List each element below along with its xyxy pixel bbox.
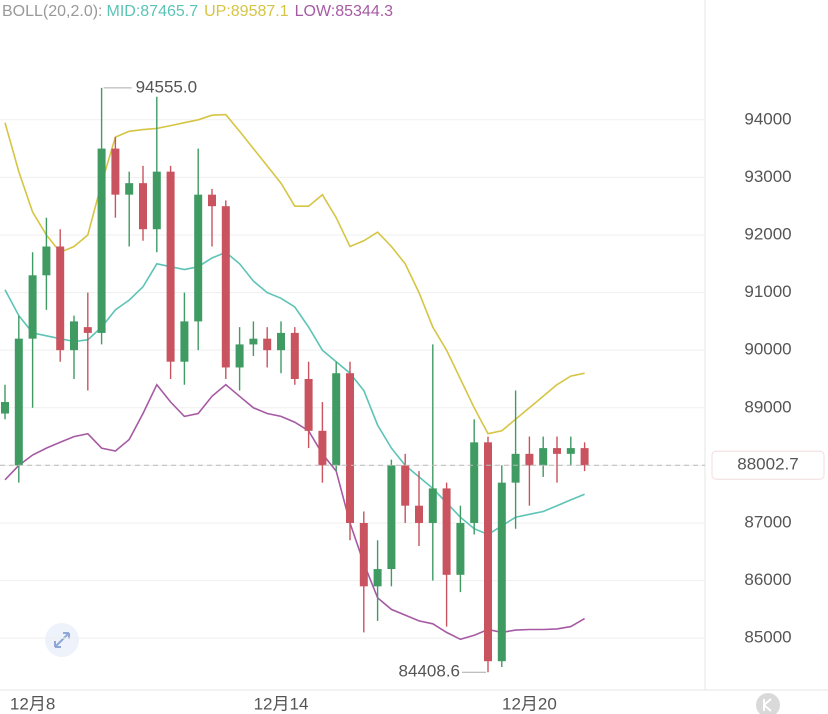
candle-body [249,338,258,345]
y-tick-label: 85000 [744,628,791,647]
candle-body [1,402,9,414]
candle-body [580,448,589,466]
expand-button[interactable] [45,623,79,657]
y-tick-label: 91000 [744,282,791,301]
candle-body [428,488,437,523]
k-button[interactable] [756,693,780,714]
candle-body [359,522,368,587]
k-button-bg[interactable] [756,693,780,714]
y-tick-label: 86000 [744,570,791,589]
y-tick-label: 94000 [744,109,791,128]
candle-body [442,488,451,575]
candle-body [539,448,548,466]
candle-body [290,332,299,379]
candle-body [373,569,382,587]
candle-body [221,206,230,368]
candle-body [139,183,147,230]
candle-body [208,194,216,207]
candle-body [401,465,410,506]
candle-body [387,465,396,570]
x-tick-label: 12月8 [10,694,55,713]
candle-body [525,453,534,466]
candle-body [318,430,327,466]
last-price-label: 88002.7 [737,455,798,474]
y-tick-label: 87000 [744,512,791,531]
candle-body [125,183,134,195]
candle-body [553,448,561,454]
candle-body [497,482,506,662]
candle-body [277,332,285,351]
candle-body [28,275,37,339]
k-icon[interactable] [763,698,772,712]
min-label: 84408.6 [399,662,460,681]
candle-body [152,171,161,230]
x-tick-label: 12月20 [502,694,557,713]
last-price-box [711,450,825,480]
expand-icon[interactable] [54,632,70,648]
candle-body [56,246,65,351]
candle-body [97,148,106,333]
candle-body [235,344,244,368]
legend-entry: LOW:85344.3 [295,3,394,20]
legend: BOLL(20,2.0): MID:87465.7 UP:89587.1 LOW:85… [2,3,393,20]
candle-body [42,246,51,276]
candle-body [346,373,354,523]
candle-body [263,338,272,351]
candle-body [83,327,92,333]
candle-body [456,522,465,575]
candle-body [14,338,23,466]
indicator-label: BOLL(20,2.0): [2,3,103,20]
x-tick-label: 12月14 [254,694,309,713]
candle-body [470,442,479,523]
candle-body [332,373,341,466]
candle-body [166,171,175,362]
candle-body [566,448,575,454]
candle-body [484,442,492,662]
candle-body [415,505,423,523]
y-tick-label: 92000 [744,224,791,243]
legend-entry: UP:89587.1 [204,3,289,20]
candle-body [180,321,189,362]
candle-body [194,194,203,322]
y-tick-label: 89000 [744,397,791,416]
y-tick-label: 90000 [744,340,791,359]
legend-entry: MID:87465.7 [107,3,199,20]
max-label: 94555.0 [136,77,197,96]
y-tick-label: 93000 [744,167,791,186]
candle-body [70,321,78,351]
candle-body [111,148,120,195]
candle-body [304,378,313,431]
candle-body [511,453,520,483]
